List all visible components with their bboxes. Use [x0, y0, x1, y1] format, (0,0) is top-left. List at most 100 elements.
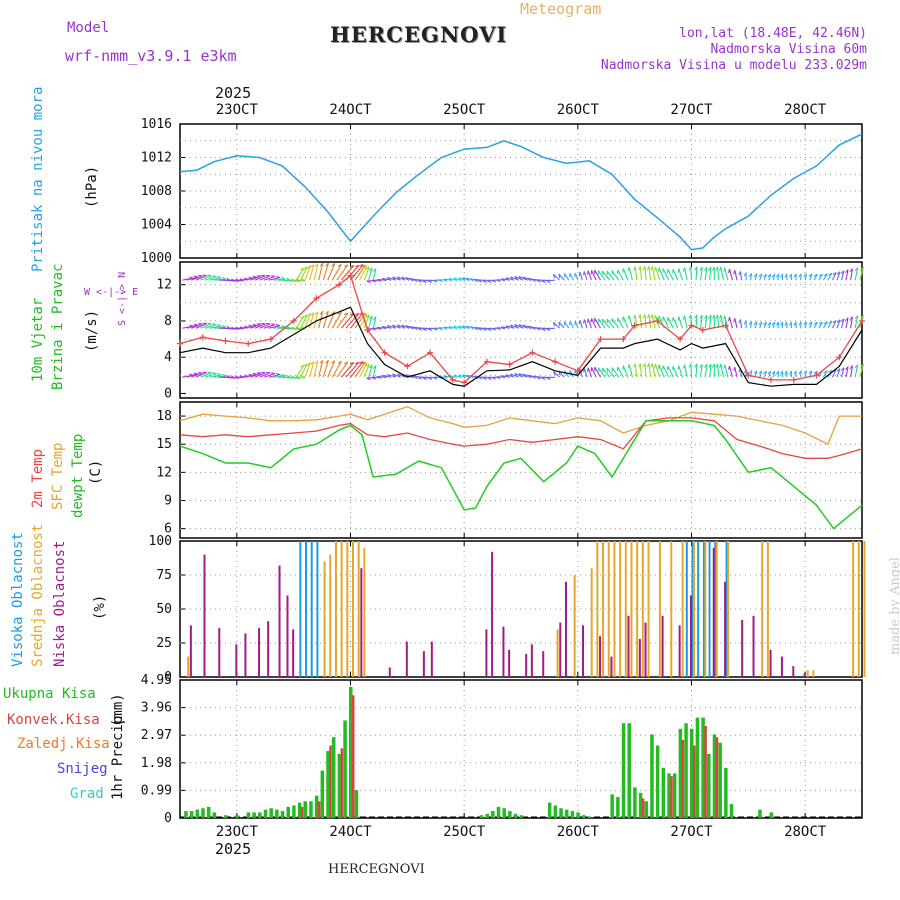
- wind-arrow: [304, 313, 312, 329]
- wind-arrow: [501, 278, 510, 281]
- precip-total-bar: [519, 815, 523, 818]
- wind-arrow-head: [303, 266, 308, 270]
- wind-arrow: [763, 370, 767, 378]
- wind-arrow: [462, 277, 469, 281]
- wind-arrow: [704, 364, 708, 378]
- wind-arrow-head: [638, 266, 641, 271]
- precip-total-bar: [553, 805, 558, 818]
- precip-legend-snow: Snijeg: [57, 761, 108, 777]
- wind-arrow-head: [642, 314, 646, 319]
- wind-arrow-head: [650, 314, 653, 319]
- wind-arrow: [841, 367, 845, 378]
- cloud-bar-high: [708, 541, 711, 677]
- cloud-bar-low: [286, 595, 289, 677]
- cloud-bar-high: [714, 541, 717, 677]
- cloud-bar-low: [792, 666, 795, 677]
- wind-arrow: [546, 376, 556, 379]
- wind-arrow-head: [767, 273, 772, 278]
- wind-arrow-head: [413, 327, 418, 331]
- wind-arrow: [259, 275, 271, 281]
- wind-arrow-head: [719, 363, 722, 368]
- wind-arrow: [322, 311, 329, 329]
- wind-arrow: [634, 266, 638, 281]
- wind-arrow: [672, 317, 679, 329]
- precip-total-bar: [343, 720, 347, 818]
- wind-arrow: [200, 323, 212, 329]
- wind-arrow-head: [427, 328, 433, 332]
- cloud-ylabel-low: Niska Oblacnost: [52, 540, 68, 667]
- cloud-bar-mid: [857, 541, 860, 677]
- wind-arrow-head: [448, 326, 453, 330]
- wind-arrow: [295, 364, 305, 378]
- wind-arrow: [648, 314, 652, 329]
- precip-total-bar: [616, 797, 620, 818]
- wind-speed-marker: [631, 322, 638, 329]
- wind-arrow: [214, 278, 226, 281]
- y-tick-label: 100: [149, 534, 172, 549]
- wind-arrow: [672, 366, 679, 378]
- wind-arrow: [654, 314, 661, 329]
- wind-arrow: [345, 313, 360, 329]
- wind-arrow-head: [808, 321, 813, 326]
- wind-arrow: [606, 367, 615, 378]
- wind-arrow: [422, 376, 433, 379]
- wind-arrow: [382, 374, 392, 378]
- cloud-bar-low: [769, 649, 772, 677]
- temp-ylabel-2m: 2m Temp: [30, 448, 46, 508]
- cloud-bar-low: [235, 644, 238, 677]
- wind-arrow-head: [230, 278, 235, 282]
- wind-arrow: [622, 365, 629, 378]
- wind-arrow: [191, 372, 203, 378]
- wind-arrow: [667, 365, 674, 378]
- cloud-bar-low: [638, 638, 641, 677]
- cloud-bar-low: [203, 554, 206, 677]
- wind-arrow-head: [784, 321, 788, 326]
- wind-arrow-head: [553, 322, 556, 327]
- wind-arrow: [720, 314, 724, 329]
- pressure-unit: (hPa): [84, 165, 100, 208]
- wind-arrow: [684, 364, 688, 378]
- wind-arrow: [401, 276, 410, 281]
- wind-arrow: [527, 277, 538, 281]
- wind-arrow: [299, 314, 308, 329]
- wind-arrow: [754, 273, 758, 281]
- wind-arrow: [695, 266, 698, 281]
- wind-arrow-head: [376, 375, 381, 380]
- x-tick-label-top: 28OCT: [784, 102, 827, 118]
- cloud-bar-mid: [812, 670, 815, 677]
- wind-arrow: [405, 277, 415, 281]
- wind-arrow: [295, 315, 305, 329]
- wind-arrow-head: [470, 326, 474, 330]
- wind-arrow: [453, 374, 460, 378]
- wind-arrow-head: [482, 377, 487, 380]
- wind-arrow-head: [310, 361, 315, 365]
- wind-arrow: [505, 374, 515, 378]
- wind-arrow-head: [252, 323, 257, 326]
- wind-arrow: [291, 279, 306, 282]
- wind-arrow-head: [501, 278, 505, 282]
- wind-arrow: [690, 314, 693, 329]
- wind-arrow: [443, 326, 451, 329]
- wind-arrow-head: [715, 363, 719, 368]
- wind-arrow-head: [803, 370, 807, 375]
- wind-arrow: [401, 373, 410, 378]
- wind-arrow-head: [252, 275, 257, 278]
- precip-total-bar: [690, 728, 694, 818]
- wind-arrow-head: [417, 279, 422, 283]
- wind-speed-marker: [199, 334, 206, 341]
- wind-arrow-head: [646, 266, 650, 271]
- cloud-ylabel-mid: Srednja Oblacnost: [30, 523, 46, 667]
- wind-arrow-head: [275, 275, 281, 279]
- wind-arrow-head: [694, 266, 698, 271]
- cloud-bar-low: [405, 641, 408, 677]
- wind-arrow-head: [558, 321, 561, 327]
- precip-total-bar: [326, 751, 330, 818]
- wind-arrow-head: [828, 369, 833, 373]
- wind-arrow: [654, 266, 661, 281]
- panel-frame-4: [179, 679, 863, 819]
- wind-arrow-head: [733, 318, 736, 323]
- wind-arrow: [514, 372, 524, 378]
- wind-arrow: [813, 273, 818, 281]
- wind-arrow: [327, 263, 336, 281]
- wind-arrow: [186, 324, 198, 329]
